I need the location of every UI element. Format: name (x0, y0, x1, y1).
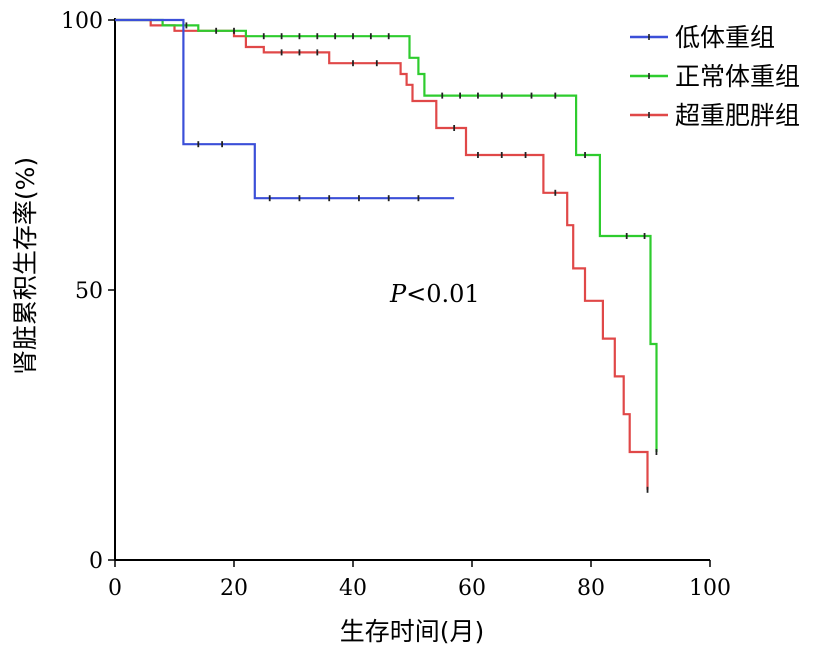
x-tick-label: 40 (339, 576, 367, 601)
y-tick-label: 0 (89, 549, 103, 574)
series-3 (115, 18, 649, 493)
x-tick-label: 0 (108, 576, 122, 601)
legend-item: 正常体重组 (630, 62, 800, 91)
series-1 (115, 18, 455, 202)
legend-item: 超重肥胖组 (630, 101, 800, 130)
series-layer (115, 18, 658, 493)
p-value-annotation: P<0.01 (389, 280, 480, 308)
x-axis-label: 生存时间(月) (340, 617, 485, 646)
y-tick-label: 100 (61, 9, 103, 34)
series-line (115, 18, 455, 200)
x-tick-label: 60 (458, 576, 486, 601)
series-line (115, 18, 649, 490)
chart-axes: 0 20 40 60 80 100 0 50 100 (61, 9, 731, 601)
series-line (115, 18, 658, 452)
p-value-threshold: <0.01 (406, 280, 480, 308)
x-tick-label: 80 (577, 576, 605, 601)
legend-label: 低体重组 (675, 23, 775, 52)
p-value-letter: P (389, 280, 407, 308)
series-2 (115, 18, 658, 455)
y-tick-label: 50 (75, 279, 103, 304)
y-axis-label: 肾脏累积生存率(%) (11, 157, 40, 375)
legend-item: 低体重组 (630, 23, 775, 52)
legend-label: 正常体重组 (675, 62, 800, 91)
x-tick-label: 100 (689, 576, 731, 601)
legend-label: 超重肥胖组 (675, 101, 800, 130)
x-tick-label: 20 (220, 576, 248, 601)
